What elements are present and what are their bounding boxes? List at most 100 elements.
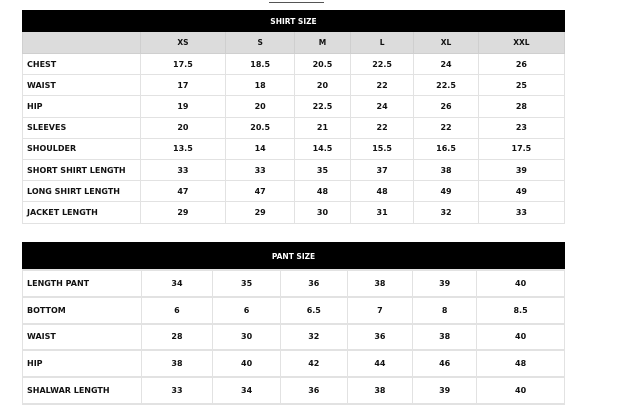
measurement-cell: 13.5 [139, 137, 227, 160]
size-header: XL [413, 31, 479, 54]
measurement-cell: 29 [139, 201, 227, 224]
measurement-cell: 26 [477, 52, 566, 76]
measurement-cell: 38 [412, 322, 478, 352]
measurement-cell: 47 [139, 180, 227, 203]
measurement-cell: 39 [477, 158, 566, 182]
measurement-cell: 38 [346, 376, 414, 405]
measurement-cell: 14.5 [294, 137, 351, 160]
measurement-cell: 48 [476, 349, 565, 379]
table-row: HIP 38 40 42 44 46 48 [22, 349, 565, 379]
measurement-cell: 18.5 [225, 52, 296, 76]
measurement-cell: 31 [349, 201, 415, 224]
row-label: WAIST [22, 74, 141, 97]
table-row: SHALWAR LENGTH 33 34 36 38 39 40 [22, 376, 565, 405]
table-row: LENGTH PANT 34 35 36 38 39 40 [22, 269, 565, 298]
measurement-cell: 30 [294, 201, 351, 224]
measurement-cell: 36 [346, 322, 414, 352]
measurement-cell: 24 [413, 52, 479, 76]
table-row: SHOULDER 13.5 14 14.5 15.5 16.5 17.5 [22, 137, 566, 160]
row-label: SHALWAR LENGTH [22, 376, 142, 405]
row-label: LENGTH PANT [22, 269, 142, 298]
measurement-cell: 8 [412, 295, 478, 325]
measurement-cell: 28 [477, 95, 566, 118]
measurement-cell: 20 [225, 95, 296, 118]
measurement-cell: 22.5 [413, 74, 479, 97]
measurement-cell: 6 [212, 295, 281, 325]
measurement-cell: 23 [477, 116, 566, 139]
shirt-size-title: SHIRT SIZE [22, 10, 565, 32]
measurement-cell: 46 [412, 349, 478, 379]
row-label: JACKET LENGTH [22, 201, 141, 224]
measurement-cell: 47 [225, 180, 296, 203]
measurement-cell: 34 [212, 376, 281, 405]
measurement-cell: 20.5 [294, 52, 351, 76]
measurement-cell: 32 [279, 322, 348, 352]
measurement-cell: 15.5 [349, 137, 415, 160]
measurement-cell: 22 [349, 116, 415, 139]
measurement-cell: 33 [225, 158, 296, 182]
table-row: LONG SHIRT LENGTH 47 47 48 48 49 49 [22, 180, 566, 203]
size-header: L [349, 31, 415, 54]
table-row: BOTTOM 6 6 6.5 7 8 8.5 [22, 295, 565, 325]
measurement-cell: 33 [477, 201, 566, 224]
measurement-cell: 38 [413, 158, 479, 182]
shirt-size-table: SHIRT SIZE XS S M L XL XXL CHEST 17.5 18.5 20.5 2… [22, 10, 566, 224]
measurement-cell: 44 [346, 349, 414, 379]
measurement-cell: 6 [140, 295, 214, 325]
measurement-cell: 42 [279, 349, 348, 379]
measurement-cell: 7 [346, 295, 414, 325]
measurement-cell: 49 [413, 180, 479, 203]
table-row: SLEEVES 20 20.5 21 22 22 23 [22, 116, 566, 139]
size-header: M [294, 31, 351, 54]
measurement-cell: 8.5 [476, 295, 565, 325]
measurement-cell: 22.5 [294, 95, 351, 118]
measurement-cell: 28 [140, 322, 214, 352]
measurement-cell: 20 [139, 116, 227, 139]
measurement-cell: 22.5 [349, 52, 415, 76]
measurement-cell: 49 [477, 180, 566, 203]
size-header: XS [139, 31, 227, 54]
measurement-cell: 29 [225, 201, 296, 224]
size-header: S [225, 31, 296, 54]
measurement-cell: 39 [412, 269, 478, 298]
measurement-cell: 17.5 [477, 137, 566, 160]
size-header-blank [22, 31, 141, 54]
measurement-cell: 20.5 [225, 116, 296, 139]
table-row: WAIST 28 30 32 36 38 40 [22, 322, 565, 352]
measurement-cell: 38 [346, 269, 414, 298]
measurement-cell: 35 [212, 269, 281, 298]
measurement-cell: 39 [412, 376, 478, 405]
measurement-cell: 30 [212, 322, 281, 352]
measurement-cell: 19 [139, 95, 227, 118]
measurement-cell: 22 [413, 116, 479, 139]
measurement-cell: 40 [212, 349, 281, 379]
measurement-cell: 38 [140, 349, 214, 379]
measurement-cell: 24 [349, 95, 415, 118]
row-label: CHEST [22, 52, 141, 76]
row-label: HIP [22, 95, 141, 118]
table-row: CHEST 17.5 18.5 20.5 22.5 24 26 [22, 52, 566, 76]
measurement-cell: 36 [279, 269, 348, 298]
row-label: WAIST [22, 322, 142, 352]
row-label: SHORT SHIRT LENGTH [22, 158, 141, 182]
size-header: XXL [477, 31, 566, 54]
measurement-cell: 25 [477, 74, 566, 97]
measurement-cell: 17 [139, 74, 227, 97]
table-row: WAIST 17 18 20 22 22.5 25 [22, 74, 566, 97]
measurement-cell: 48 [349, 180, 415, 203]
table-row: HIP 19 20 22.5 24 26 28 [22, 95, 566, 118]
measurement-cell: 18 [225, 74, 296, 97]
measurement-cell: 37 [349, 158, 415, 182]
measurement-cell: 6.5 [279, 295, 348, 325]
measurement-cell: 34 [140, 269, 214, 298]
row-label: BOTTOM [22, 295, 142, 325]
measurement-cell: 33 [139, 158, 227, 182]
row-label: LONG SHIRT LENGTH [22, 180, 141, 203]
measurement-cell: 48 [294, 180, 351, 203]
row-label: SLEEVES [22, 116, 141, 139]
measurement-cell: 40 [476, 269, 565, 298]
measurement-cell: 40 [476, 322, 565, 352]
measurement-cell: 40 [476, 376, 565, 405]
pant-size-title: PANT SIZE [22, 242, 565, 271]
table-row: JACKET LENGTH 29 29 30 31 32 33 [22, 201, 566, 224]
